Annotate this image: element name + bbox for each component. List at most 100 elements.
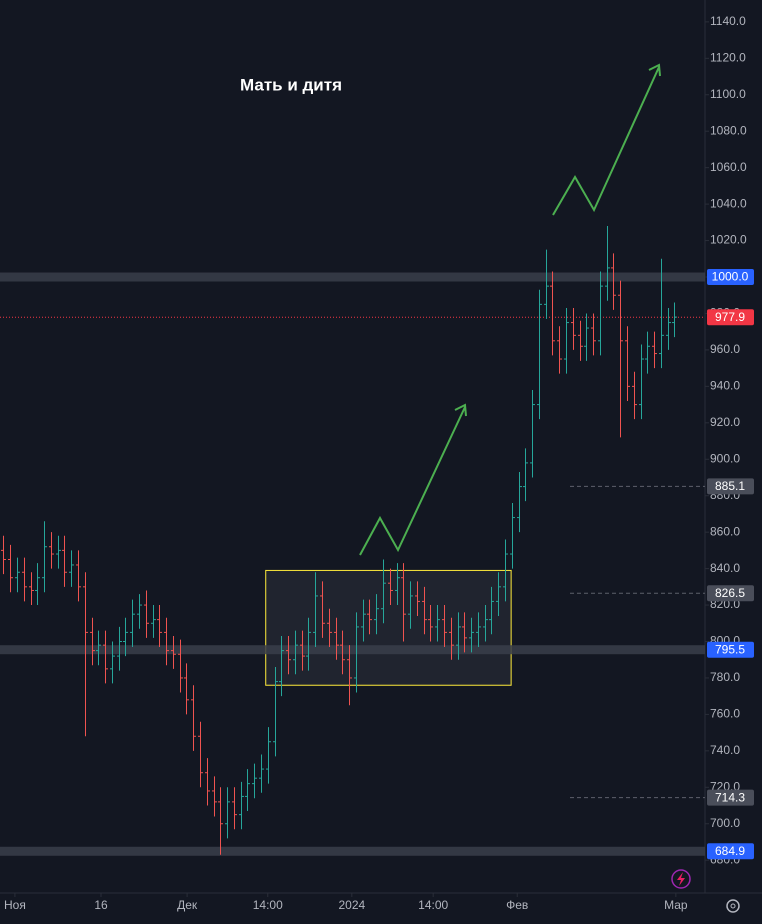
- y-tick-label: 1040.0: [710, 196, 747, 210]
- arrow-head: [454, 403, 467, 417]
- ohlc-bar: [252, 763, 257, 799]
- y-tick-label: 960.0: [710, 342, 740, 356]
- level-band: [0, 846, 705, 856]
- flash-icon[interactable]: [671, 869, 691, 889]
- ohlc-bar: [489, 586, 494, 635]
- icon-bolt[interactable]: [677, 872, 685, 886]
- ohlc-bar: [137, 594, 142, 629]
- ohlc-bar: [259, 754, 264, 793]
- ohlc-bar: [42, 521, 47, 593]
- ohlc-bar: [103, 630, 108, 684]
- y-tick-label: 1080.0: [710, 123, 747, 137]
- y-tick-label: 1100.0: [710, 87, 746, 101]
- price-label: 826.5: [715, 586, 745, 600]
- ohlc-bar: [469, 617, 474, 653]
- ohlc-bar: [29, 572, 34, 606]
- ohlc-bar: [110, 641, 115, 684]
- y-tick-label: 1060.0: [710, 160, 747, 174]
- icon-circle[interactable]: [671, 869, 691, 889]
- price-label: 684.9: [715, 844, 745, 858]
- y-tick-label: 920.0: [710, 415, 740, 429]
- price-label: 1000.0: [712, 270, 749, 284]
- ohlc-bar: [232, 787, 237, 830]
- ohlc-bar: [605, 225, 610, 301]
- ohlc-bar: [205, 758, 210, 806]
- x-tick-label: 14:00: [253, 898, 283, 912]
- price-label: 714.3: [715, 790, 745, 804]
- ohlc-bar: [76, 550, 81, 602]
- ohlc-bar: [639, 344, 644, 420]
- ohlc-bar: [123, 617, 128, 657]
- ohlc-bar: [56, 535, 61, 569]
- ohlc-bar: [130, 599, 135, 647]
- ohlc-bar: [517, 472, 522, 533]
- arrow: [552, 66, 660, 216]
- y-tick-label: 1140.0: [710, 14, 746, 28]
- y-tick-label: 760.0: [710, 707, 740, 721]
- level-band: [0, 272, 705, 282]
- price-label-box: [707, 641, 754, 658]
- x-tick-label: 2024: [338, 898, 365, 912]
- ohlc-bar: [422, 586, 427, 635]
- y-tick-label: 840.0: [710, 561, 740, 575]
- settings-icon[interactable]: [726, 899, 740, 913]
- ohlc-bar: [313, 572, 318, 647]
- arrow: [359, 406, 466, 556]
- gear-center[interactable]: [730, 903, 736, 909]
- ohlc-bar: [1, 535, 6, 575]
- y-tick-label: 700.0: [710, 816, 740, 830]
- ohlc-bar: [544, 249, 549, 319]
- ohlc-bar: [266, 727, 271, 784]
- ohlc-bar: [625, 326, 630, 401]
- ohlc-bar: [300, 630, 305, 671]
- price-label-box: [707, 478, 754, 495]
- plot: 680.0700.0720.0740.0760.0780.0800.0820.0…: [0, 14, 747, 912]
- ohlc-bar: [395, 563, 400, 606]
- ohlc-bar: [198, 721, 203, 788]
- x-tick-label: Мар: [664, 898, 688, 912]
- ohlc-bar: [618, 280, 623, 438]
- price-label-box: [707, 309, 754, 326]
- ohlc-bar: [496, 572, 501, 616]
- ohlc-bar: [96, 630, 101, 666]
- ohlc-bar: [117, 626, 122, 671]
- gear[interactable]: [726, 899, 740, 913]
- ohlc-bar: [442, 605, 447, 647]
- ohlc-bar: [476, 612, 481, 647]
- ohlc-bar: [218, 787, 223, 855]
- ohlc-bar: [584, 313, 589, 361]
- y-tick-label: 780.0: [710, 670, 740, 684]
- price-label-box: [707, 585, 754, 602]
- x-tick-label: Фев: [506, 898, 528, 912]
- ohlc-bar: [408, 581, 413, 629]
- ohlc-bar: [510, 502, 515, 569]
- ohlc-bar: [550, 271, 555, 356]
- ohlc-bar: [645, 331, 650, 374]
- price-label: 795.5: [715, 642, 745, 656]
- level-band: [0, 645, 705, 655]
- ohlc-bar: [557, 326, 562, 374]
- price-label-box: [707, 269, 754, 286]
- y-tick-label: 1020.0: [710, 233, 747, 247]
- ohlc-bar: [62, 535, 67, 587]
- ohlc-bar: [415, 581, 420, 616]
- ohlc-bar: [334, 617, 339, 660]
- ohlc-bar: [90, 617, 95, 666]
- ohlc-bar: [178, 639, 183, 693]
- ohlc-bar: [401, 563, 406, 642]
- ohlc-bar: [164, 617, 169, 666]
- ohlc-bar: [144, 590, 149, 638]
- price-label-box: [707, 789, 754, 806]
- price-label-box: [707, 843, 754, 860]
- ohlc-bar: [578, 320, 583, 361]
- ohlc-bar: [293, 630, 298, 675]
- ohlc-bar: [15, 557, 20, 593]
- ohlc-bar: [381, 559, 386, 624]
- x-tick-label: 16: [94, 898, 108, 912]
- ohlc-bar: [327, 608, 332, 647]
- ohlc-bar: [503, 539, 508, 602]
- ohlc-bar: [225, 787, 230, 839]
- y-tick-label: 860.0: [710, 524, 740, 538]
